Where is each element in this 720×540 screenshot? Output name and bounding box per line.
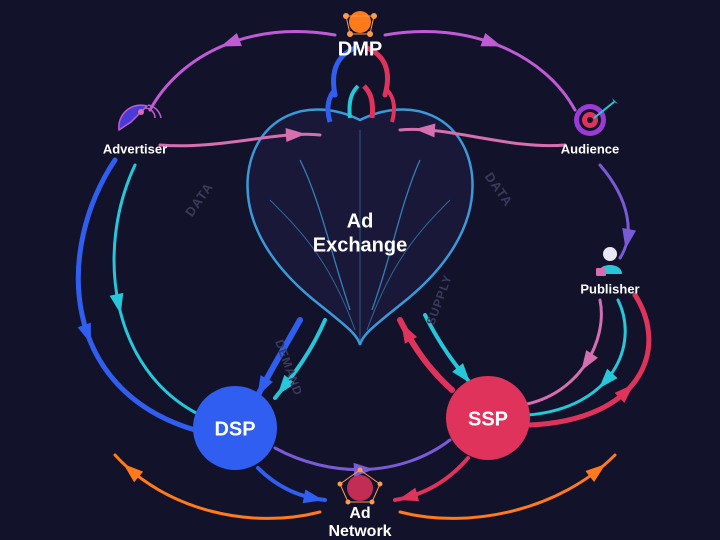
ad-network-label-2: Network bbox=[328, 523, 391, 540]
ssp-node: SSP bbox=[446, 376, 530, 460]
audience-label: Audience bbox=[561, 141, 620, 156]
dsp-label: DSP bbox=[214, 418, 255, 440]
adtech-ecosystem-diagram: DMP Advertiser Audience Publisher bbox=[0, 0, 720, 540]
ssp-label: SSP bbox=[468, 408, 508, 430]
publisher-label: Publisher bbox=[580, 281, 639, 296]
advertiser-label: Advertiser bbox=[103, 141, 167, 156]
ad-network-label-1: Ad bbox=[349, 505, 370, 522]
dmp-label: DMP bbox=[338, 38, 382, 60]
dsp-node: DSP bbox=[193, 386, 277, 470]
ad-exchange-label-1: Ad bbox=[347, 210, 374, 232]
ad-exchange-label-2: Exchange bbox=[313, 234, 407, 256]
